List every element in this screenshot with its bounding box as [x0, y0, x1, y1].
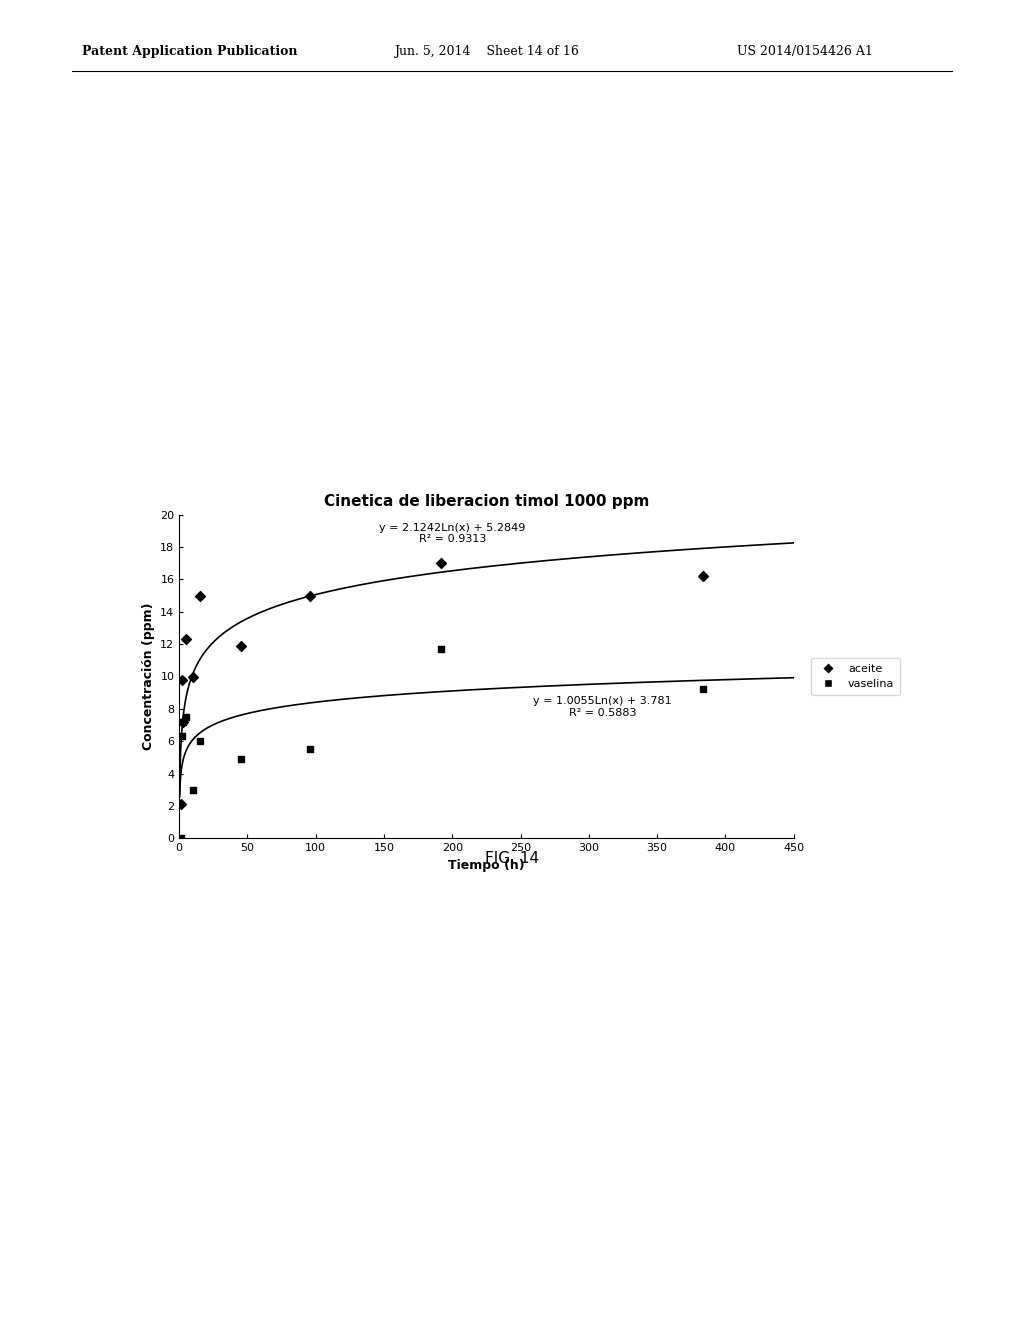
vaselina — [184, 779, 201, 800]
Text: y = 2.1242Ln(x) + 5.2849
R² = 0.9313: y = 2.1242Ln(x) + 5.2849 R² = 0.9313 — [379, 523, 525, 544]
aceite — [184, 665, 201, 686]
aceite — [175, 711, 191, 733]
Y-axis label: Concentración (ppm): Concentración (ppm) — [141, 603, 155, 750]
vaselina — [433, 639, 450, 660]
aceite — [302, 585, 318, 606]
aceite — [178, 628, 195, 649]
vaselina — [174, 726, 190, 747]
Text: y = 1.0055Ln(x) + 3.781
R² = 0.5883: y = 1.0055Ln(x) + 3.781 R² = 0.5883 — [534, 696, 672, 718]
aceite — [695, 566, 712, 587]
aceite — [174, 669, 190, 690]
Text: US 2014/0154426 A1: US 2014/0154426 A1 — [737, 45, 873, 58]
vaselina — [172, 828, 188, 849]
aceite — [191, 585, 208, 606]
Title: Cinetica de liberacion timol 1000 ppm: Cinetica de liberacion timol 1000 ppm — [324, 495, 649, 510]
Text: FIG. 14: FIG. 14 — [485, 851, 539, 866]
Text: Jun. 5, 2014    Sheet 14 of 16: Jun. 5, 2014 Sheet 14 of 16 — [394, 45, 580, 58]
vaselina — [175, 711, 191, 733]
vaselina — [695, 678, 712, 700]
vaselina — [232, 748, 249, 770]
vaselina — [178, 706, 195, 727]
aceite — [172, 793, 188, 814]
vaselina — [191, 731, 208, 752]
X-axis label: Tiempo (h): Tiempo (h) — [449, 858, 524, 871]
aceite — [433, 553, 450, 574]
Text: Patent Application Publication: Patent Application Publication — [82, 45, 297, 58]
vaselina — [302, 739, 318, 760]
Legend: aceite, vaselina: aceite, vaselina — [811, 659, 900, 694]
aceite — [232, 635, 249, 656]
